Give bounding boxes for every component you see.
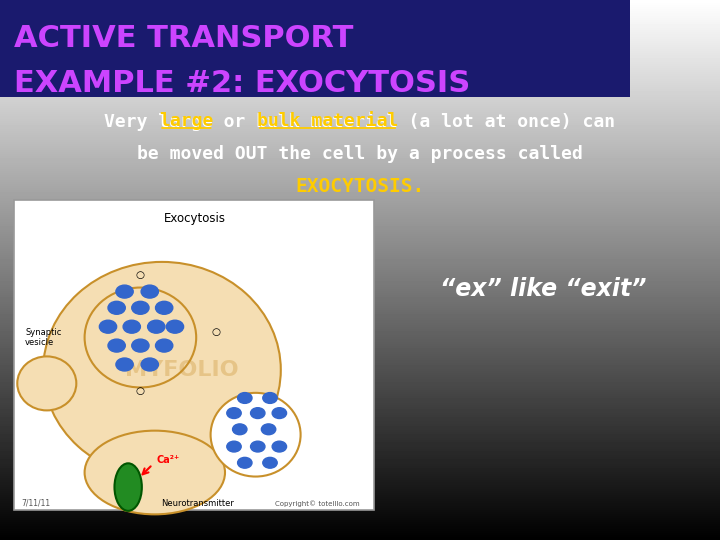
Text: Exocytosis: Exocytosis — [163, 212, 225, 225]
Ellipse shape — [210, 393, 301, 477]
Circle shape — [233, 424, 247, 435]
Text: large: large — [159, 112, 214, 131]
Circle shape — [116, 285, 133, 298]
Text: “ex” like “exit”: “ex” like “exit” — [441, 277, 647, 301]
Circle shape — [132, 301, 149, 314]
Circle shape — [108, 301, 125, 314]
Ellipse shape — [85, 431, 225, 514]
Circle shape — [272, 441, 287, 452]
Text: EXOCYTOSIS.: EXOCYTOSIS. — [295, 177, 425, 196]
Circle shape — [123, 320, 140, 333]
Circle shape — [251, 408, 265, 418]
Circle shape — [166, 320, 184, 333]
Circle shape — [261, 424, 276, 435]
FancyBboxPatch shape — [0, 0, 630, 97]
Circle shape — [156, 301, 173, 314]
Circle shape — [132, 339, 149, 352]
Circle shape — [227, 408, 241, 418]
Circle shape — [251, 441, 265, 452]
Circle shape — [272, 408, 287, 418]
Ellipse shape — [43, 262, 281, 478]
Text: 7/11/11: 7/11/11 — [22, 499, 50, 508]
Circle shape — [141, 285, 158, 298]
Circle shape — [141, 358, 158, 371]
Circle shape — [148, 320, 165, 333]
Ellipse shape — [17, 356, 76, 410]
Text: Synaptic
vesicle: Synaptic vesicle — [25, 328, 62, 347]
Text: ○: ○ — [136, 270, 145, 280]
Ellipse shape — [85, 287, 196, 388]
Text: EXAMPLE #2: EXOCYTOSIS: EXAMPLE #2: EXOCYTOSIS — [14, 69, 471, 98]
Circle shape — [99, 320, 117, 333]
Circle shape — [263, 393, 277, 403]
Text: ○: ○ — [136, 386, 145, 396]
Text: bulk material: bulk material — [257, 112, 398, 131]
Circle shape — [227, 441, 241, 452]
Text: be moved OUT the cell by a process called: be moved OUT the cell by a process calle… — [137, 145, 583, 163]
Text: Very large or bulk material (a lot at once) can: Very large or bulk material (a lot at on… — [104, 112, 616, 131]
Ellipse shape — [114, 463, 142, 511]
Text: Copyright© totelllo.com: Copyright© totelllo.com — [275, 500, 360, 507]
Circle shape — [156, 339, 173, 352]
Text: Ca²⁺: Ca²⁺ — [157, 455, 180, 465]
Circle shape — [116, 358, 133, 371]
Circle shape — [263, 457, 277, 468]
Text: ACTIVE TRANSPORT: ACTIVE TRANSPORT — [14, 24, 354, 53]
Text: MYFOLIO: MYFOLIO — [125, 360, 238, 380]
Text: ○: ○ — [212, 327, 220, 337]
Text: Neurotransmitter: Neurotransmitter — [161, 499, 235, 508]
FancyBboxPatch shape — [14, 200, 374, 510]
Circle shape — [108, 339, 125, 352]
Circle shape — [238, 457, 252, 468]
Circle shape — [238, 393, 252, 403]
